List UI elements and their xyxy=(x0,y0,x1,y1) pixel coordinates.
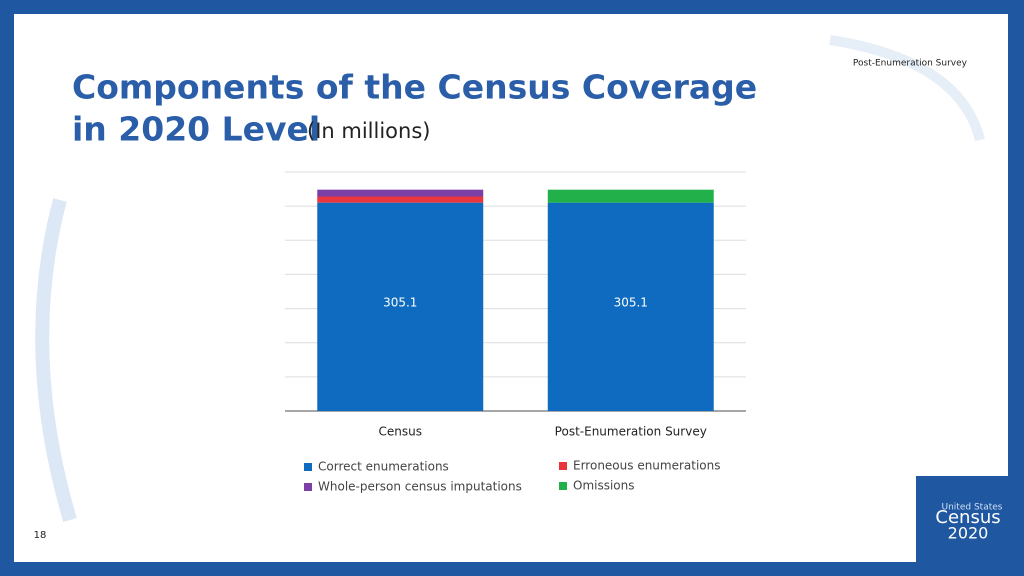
section-label: Post-Enumeration Survey xyxy=(853,59,968,69)
bar-segment xyxy=(547,202,714,411)
bar-segment xyxy=(317,189,484,197)
data-label: 305.1 xyxy=(614,295,648,309)
legend-swatch xyxy=(304,483,312,491)
logo-text: 2020 xyxy=(948,524,989,543)
slide-background xyxy=(14,14,1008,562)
bar-segment xyxy=(317,196,484,203)
legend-swatch xyxy=(304,463,312,471)
decoration xyxy=(35,198,77,522)
legend-swatch xyxy=(559,482,567,490)
logo-text: United States xyxy=(942,503,1003,513)
decoration xyxy=(829,35,985,142)
data-label: 305.1 xyxy=(383,295,417,309)
legend-swatch xyxy=(559,462,567,470)
x-tick-label: Post-Enumeration Survey xyxy=(555,425,707,439)
legend-label: Omissions xyxy=(573,479,635,493)
logo-text: Census xyxy=(935,507,1000,528)
chart-title: in 2020 Level xyxy=(72,110,320,149)
bar-segment xyxy=(317,202,484,411)
legend-label: Whole-person census imputations xyxy=(318,480,522,494)
legend-label: Correct enumerations xyxy=(318,460,449,474)
x-tick-label: Census xyxy=(379,425,422,439)
chart-title: Components of the Census Coverage xyxy=(72,68,757,107)
legend-label: Erroneous enumerations xyxy=(573,459,721,473)
chart-subtitle: (In millions) xyxy=(307,119,430,143)
page-number: 18 xyxy=(34,530,47,541)
logo-box xyxy=(916,476,1024,576)
bar-segment xyxy=(547,189,714,203)
